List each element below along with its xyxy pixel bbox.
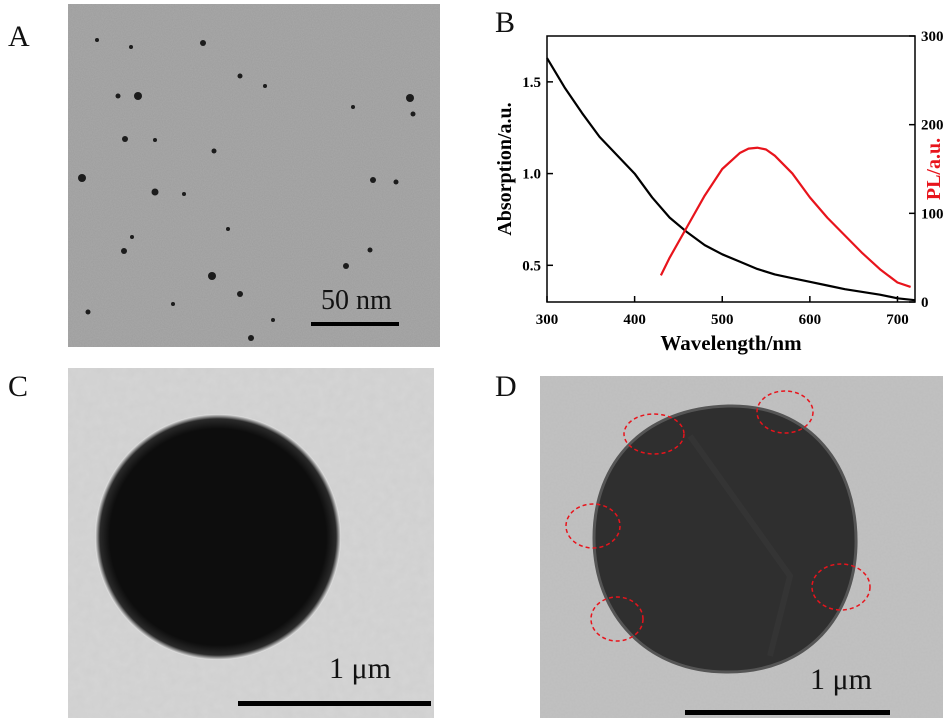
y2-tick-label: 100	[921, 206, 944, 222]
panel-a-tem-image: 50 nm	[68, 4, 440, 347]
absorption-pl-chart: 300 400 500 600 700 0.5 1.0 1.5 0 100 200 300 Wav…	[494, 29, 945, 355]
panel-d-letter: D	[495, 370, 517, 403]
y2-tick-label: 200	[921, 118, 944, 134]
plot-frame	[546, 35, 916, 303]
highlight-circles	[565, 390, 871, 642]
y-tick-label: 1.0	[522, 167, 541, 183]
y-tick-label: 0.5	[522, 258, 541, 274]
x-tick-label: 700	[886, 312, 909, 328]
panel-c-tem-image: 1 μm	[68, 368, 434, 718]
absorption-curve	[546, 57, 916, 302]
panel-a-scale-label: 50 nm	[321, 285, 392, 316]
sphere	[95, 414, 341, 660]
y2-tick-label: 0	[921, 295, 929, 311]
panel-a-letter: A	[8, 20, 30, 53]
x-tick-label: 600	[799, 312, 822, 328]
pl-curve	[659, 146, 911, 288]
panel-d-tem-image: 1 μm	[540, 376, 943, 718]
y2-tick-label: 300	[921, 29, 944, 45]
nanoparticle-dots	[78, 38, 416, 341]
panel-d-scale-bar	[685, 710, 890, 715]
x-axis-label: Wavelength/nm	[660, 331, 802, 355]
panel-c-letter: C	[8, 370, 29, 403]
y-axis-label: Absorption/a.u.	[494, 102, 516, 235]
panel-a-micrograph	[68, 4, 440, 347]
panel-c-scale-bar	[238, 701, 431, 706]
panel-c-micrograph	[68, 368, 434, 718]
y-tick-label: 1.5	[522, 75, 541, 91]
x-tick-label: 500	[711, 312, 734, 328]
panel-d-scale-label: 1 μm	[810, 663, 872, 696]
x-tick-label: 400	[623, 312, 646, 328]
panel-d-micrograph	[540, 376, 943, 718]
x-tick-label: 300	[536, 312, 559, 328]
panel-c-scale-label: 1 μm	[329, 652, 391, 685]
decorated-sphere	[592, 404, 858, 674]
panel-a-scale-bar	[311, 322, 399, 326]
panel-b-letter: B	[495, 6, 516, 39]
y2-axis-label: PL/a.u.	[923, 138, 945, 200]
